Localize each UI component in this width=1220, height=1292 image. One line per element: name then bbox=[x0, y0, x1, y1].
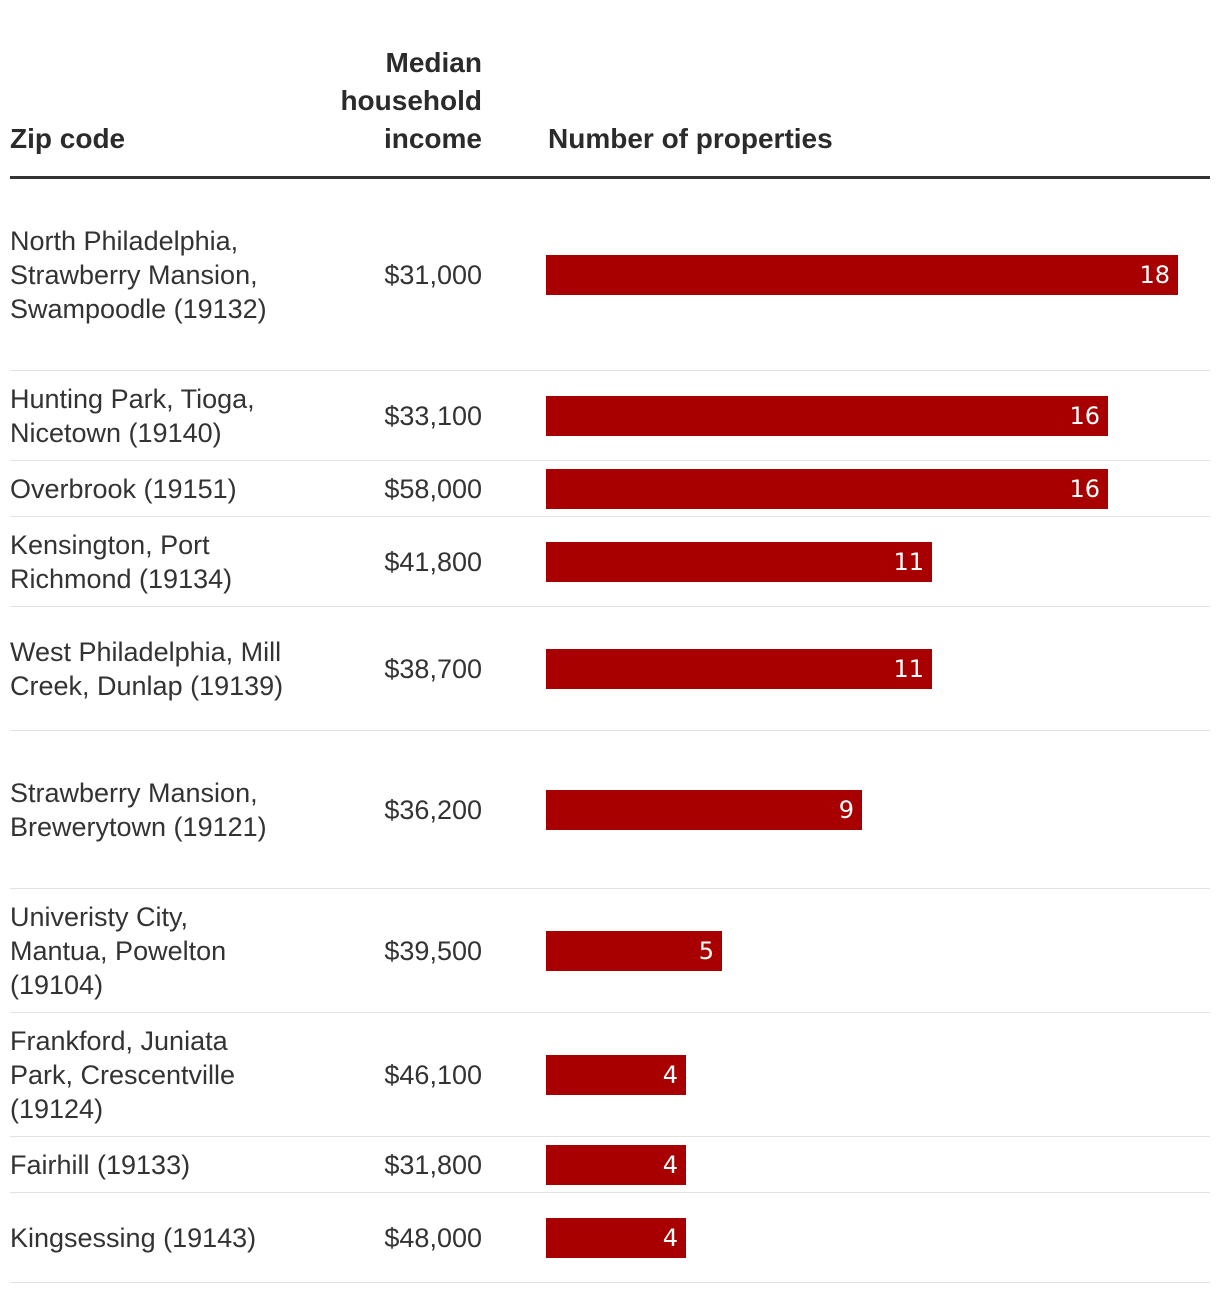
bar-value-label: 16 bbox=[1069, 474, 1100, 503]
table-row: Fairhill (19133) $31,800 4 bbox=[10, 1137, 1210, 1193]
bar-table: North Philadelphia, Strawberry Mansion, … bbox=[10, 179, 1210, 1283]
zip-code-label: West Philadelphia, Mill Creek, Dunlap (1… bbox=[10, 636, 284, 701]
median-income-value: $58,000 bbox=[384, 473, 482, 504]
property-count-bar: 11 bbox=[546, 648, 932, 689]
median-income-value: $41,800 bbox=[384, 546, 482, 577]
median-income-value: $46,100 bbox=[384, 1059, 482, 1090]
median-income-value: $31,000 bbox=[384, 259, 482, 290]
median-income-value: $31,800 bbox=[384, 1149, 482, 1180]
zip-code-label: North Philadelphia, Strawberry Mansion, … bbox=[10, 225, 267, 324]
bar-value-label: 5 bbox=[698, 936, 714, 965]
median-income-header-line: income bbox=[383, 123, 482, 154]
median-income-value: $48,000 bbox=[384, 1222, 482, 1253]
bar-value-label: 16 bbox=[1069, 401, 1100, 430]
property-count-bar: 16 bbox=[546, 395, 1108, 436]
median-income-value: $38,700 bbox=[384, 653, 482, 684]
table-row: Kensington, Port Richmond (19134) $41,800… bbox=[10, 517, 1210, 607]
bar-value-label: 11 bbox=[893, 654, 924, 683]
table-row: North Philadelphia, Strawberry Mansion, … bbox=[10, 179, 1210, 371]
header-rule bbox=[10, 176, 1210, 179]
table-row: Univeristy City, Mantua, Powelton (19104… bbox=[10, 889, 1210, 1013]
bar-value-label: 4 bbox=[662, 1060, 678, 1089]
zip-code-label: Strawberry Mansion, Brewerytown (19121) bbox=[10, 777, 267, 842]
bar-value-label: 9 bbox=[838, 795, 854, 824]
median-income-header-line: household bbox=[340, 85, 482, 116]
table-header: Zip code Median household income Number … bbox=[10, 0, 1210, 176]
table-row: West Philadelphia, Mill Creek, Dunlap (1… bbox=[10, 607, 1210, 731]
zip-code-label: Kingsessing (19143) bbox=[10, 1222, 257, 1253]
number-of-properties-header: Number of properties bbox=[548, 123, 833, 154]
zip-code-label: Fairhill (19133) bbox=[10, 1149, 191, 1180]
median-income-header-line: Median bbox=[385, 47, 482, 78]
median-income-header: Median household income bbox=[310, 44, 482, 158]
zip-code-label: Overbrook (19151) bbox=[10, 473, 237, 504]
median-income-value: $36,200 bbox=[384, 794, 482, 825]
bar-value-label: 11 bbox=[893, 547, 924, 576]
table-row: Strawberry Mansion, Brewerytown (19121) $… bbox=[10, 731, 1210, 889]
bar-value-label: 4 bbox=[662, 1150, 678, 1179]
property-count-bar: 4 bbox=[546, 1054, 686, 1095]
property-count-bar: 5 bbox=[546, 930, 722, 971]
zip-code-label: Kensington, Port Richmond (19134) bbox=[10, 529, 233, 594]
property-count-bar: 4 bbox=[546, 1144, 686, 1185]
property-count-bar: 11 bbox=[546, 541, 932, 582]
median-income-value: $39,500 bbox=[384, 935, 482, 966]
zip-code-header: Zip code bbox=[10, 123, 126, 154]
property-count-bar: 9 bbox=[546, 789, 862, 830]
median-income-value: $33,100 bbox=[384, 400, 482, 431]
property-count-bar: 4 bbox=[546, 1217, 686, 1258]
property-count-bar: 16 bbox=[546, 468, 1108, 509]
zip-code-label: Univeristy City, Mantua, Powelton (19104… bbox=[10, 901, 227, 1000]
bar-value-label: 18 bbox=[1139, 260, 1170, 289]
table-row: Frankford, Juniata Park, Crescentville (… bbox=[10, 1013, 1210, 1137]
bar-value-label: 4 bbox=[662, 1223, 678, 1252]
table-row: Overbrook (19151) $58,000 16 bbox=[10, 461, 1210, 517]
zip-code-label: Hunting Park, Tioga, Nicetown (19140) bbox=[10, 383, 255, 448]
property-count-bar: 18 bbox=[546, 254, 1178, 295]
table-row: Kingsessing (19143) $48,000 4 bbox=[10, 1193, 1210, 1283]
zip-code-label: Frankford, Juniata Park, Crescentville (… bbox=[10, 1025, 236, 1124]
table-row: Hunting Park, Tioga, Nicetown (19140) $33… bbox=[10, 371, 1210, 461]
